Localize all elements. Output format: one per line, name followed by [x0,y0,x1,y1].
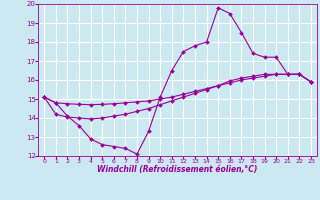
X-axis label: Windchill (Refroidissement éolien,°C): Windchill (Refroidissement éolien,°C) [97,165,258,174]
